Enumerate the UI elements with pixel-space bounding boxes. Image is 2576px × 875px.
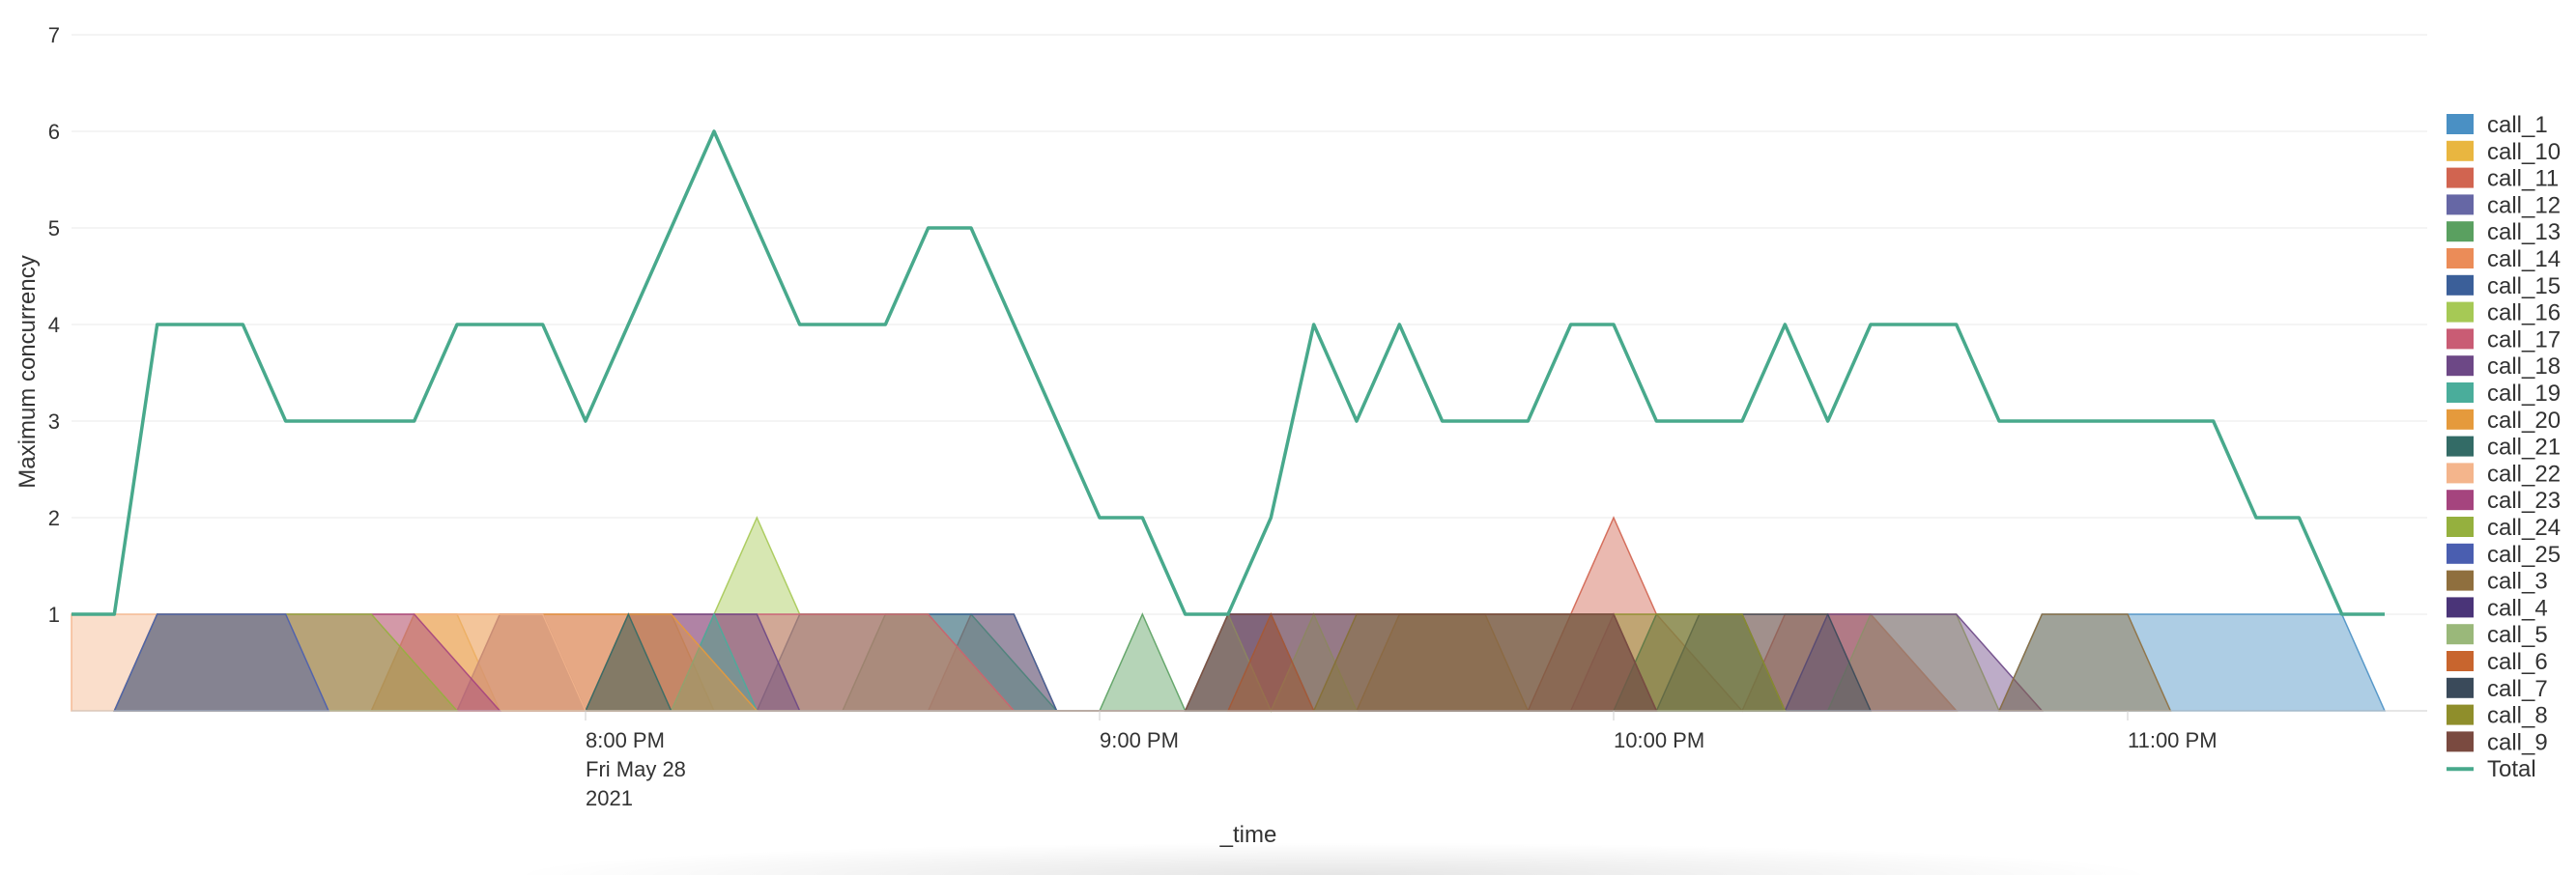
y-tick-label: 1 [48, 603, 60, 627]
legend-swatch-call_4 [2447, 597, 2474, 618]
legend-swatch-call_16 [2447, 301, 2474, 323]
legend-label-call_7[interactable]: call_7 [2487, 676, 2548, 702]
legend-swatch-call_19 [2447, 382, 2474, 403]
legend-swatch-call_24 [2447, 517, 2474, 537]
legend-label-call_1[interactable]: call_1 [2487, 112, 2548, 138]
total-line[interactable] [72, 129, 2385, 616]
y-tick-label: 2 [48, 506, 60, 530]
legend-label-call_20[interactable]: call_20 [2487, 408, 2561, 434]
legend-swatch-call_8 [2447, 704, 2474, 725]
legend-swatch-call_25 [2447, 543, 2474, 564]
legend-swatch-call_1 [2447, 114, 2474, 134]
legend-label-total[interactable]: Total [2487, 756, 2536, 782]
legend-label-call_23[interactable]: call_23 [2487, 488, 2561, 514]
legend-swatch-call_5 [2447, 624, 2474, 645]
legend-label-call_5[interactable]: call_5 [2487, 622, 2548, 648]
y-tick-label: 7 [48, 23, 60, 47]
y-axis-title: Maximum concurrency [14, 255, 41, 488]
legend-swatch-call_20 [2447, 409, 2474, 430]
x-tick-label: 8:00 PM [586, 728, 665, 752]
x-tick-label: 9:00 PM [1100, 728, 1179, 752]
legend-swatch-call_10 [2447, 140, 2474, 161]
y-tick-label: 5 [48, 216, 60, 240]
legend-label-call_13[interactable]: call_13 [2487, 219, 2561, 245]
legend-label-call_8[interactable]: call_8 [2487, 703, 2548, 729]
grid-lines [72, 34, 2427, 615]
legend-label-call_21[interactable]: call_21 [2487, 435, 2561, 461]
legend-label-call_14[interactable]: call_14 [2487, 246, 2561, 272]
legend-swatch-call_13 [2447, 221, 2474, 242]
legend-swatch-call_23 [2447, 490, 2474, 511]
legend-label-call_19[interactable]: call_19 [2487, 381, 2561, 407]
x-tick-label: 2021 [586, 786, 633, 810]
legend-label-call_16[interactable]: call_16 [2487, 300, 2561, 326]
legend-swatch-call_17 [2447, 328, 2474, 350]
legend-swatch-call_21 [2447, 436, 2474, 457]
panel-shadow [502, 842, 2164, 875]
series-area-call_9[interactable] [1184, 613, 1658, 712]
legend: call_1call_10call_11call_12call_13call_1… [2447, 112, 2561, 782]
legend-label-call_6[interactable]: call_6 [2487, 649, 2548, 675]
legend-label-call_18[interactable]: call_18 [2487, 353, 2561, 380]
legend-label-call_15[interactable]: call_15 [2487, 273, 2561, 299]
legend-swatch-call_14 [2447, 248, 2474, 268]
legend-swatch-call_18 [2447, 355, 2474, 377]
x-tick-label: Fri May 28 [586, 757, 686, 781]
legend-label-call_11[interactable]: call_11 [2487, 166, 2559, 192]
x-tick-label: 10:00 PM [1614, 728, 1704, 752]
legend-swatch-call_22 [2447, 463, 2474, 484]
legend-swatch-call_7 [2447, 677, 2474, 698]
legend-swatch-call_12 [2447, 194, 2474, 215]
legend-swatch-call_6 [2447, 651, 2474, 671]
legend-swatch-call_9 [2447, 731, 2474, 752]
legend-swatch-call_15 [2447, 274, 2474, 296]
y-tick-label: 3 [48, 409, 60, 434]
y-tick-label: 6 [48, 120, 60, 144]
x-axis-title: _time [1219, 822, 1277, 848]
y-tick-label: 4 [48, 313, 60, 337]
legend-label-call_22[interactable]: call_22 [2487, 461, 2561, 487]
series-areas [71, 516, 2387, 713]
total-line-layer [72, 129, 2385, 616]
legend-label-call_24[interactable]: call_24 [2487, 515, 2561, 541]
legend-label-call_12[interactable]: call_12 [2487, 192, 2561, 218]
legend-label-call_3[interactable]: call_3 [2487, 569, 2548, 595]
legend-label-call_4[interactable]: call_4 [2487, 595, 2548, 621]
legend-label-call_17[interactable]: call_17 [2487, 326, 2561, 353]
legend-label-call_25[interactable]: call_25 [2487, 542, 2561, 568]
legend-swatch-call_11 [2447, 167, 2474, 188]
legend-label-call_9[interactable]: call_9 [2487, 729, 2548, 755]
x-tick-label: 11:00 PM [2128, 728, 2218, 752]
legend-label-call_10[interactable]: call_10 [2487, 139, 2561, 165]
axes: 1 2 3 4 5 6 7 8:00 PM Fri May 28 2021 9:00 PM 10:00… [48, 23, 2427, 810]
legend-swatch-call_3 [2447, 570, 2474, 591]
